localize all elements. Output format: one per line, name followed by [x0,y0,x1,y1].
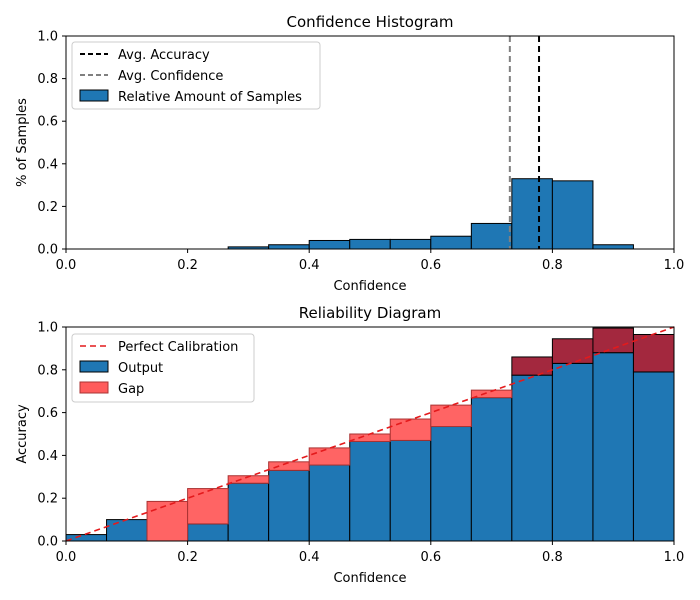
rel-ytick-label: 0.0 [37,535,58,550]
output-bar [592,352,634,542]
hist-vlines [508,36,541,249]
legend-perfect-calibration: Perfect Calibration [118,340,238,355]
hist-ytick-label: 0.0 [37,243,58,258]
hist-x-ticks: 0.0 0.2 0.4 0.6 0.8 1.0 [56,249,685,273]
hist-bar [389,238,432,250]
rel-y-ticks: 0.0 0.2 0.4 0.6 0.8 1.0 [37,321,66,550]
hist-bar [308,239,351,250]
hist-ytick-label: 0.8 [37,72,58,87]
hist-xtick-label: 0.0 [56,258,77,273]
hist-title: Confidence Histogram [287,13,454,31]
output-bar [551,362,594,542]
output-bar [389,439,432,542]
legend-gap: Gap [118,382,144,397]
rel-xtick-label: 1.0 [664,550,685,565]
output-bar [268,469,310,542]
gap-bar [551,338,594,364]
output-bar [227,482,270,542]
gap-bar [268,461,310,471]
hist-legend-box [71,41,321,110]
confidence-histogram: Confidence Histogram 0.0 0.2 0.4 0.6 0.8 1.0 … [15,13,684,294]
rel-plot-frame [65,326,675,542]
hist-bar [268,244,310,250]
hist-bars [227,178,634,250]
gap-bar [632,333,675,373]
perfect-calibration-line [65,326,675,542]
reliability-diagram: Reliability Diagram 0.0 0.2 0.4 0.6 0.8 1.0 0… [15,304,684,586]
hist-bar [470,222,513,250]
rel-ytick-label: 0.8 [37,363,58,378]
hist-legend: Avg. Accuracy Avg. Confidence Relative A… [71,41,321,110]
gap-bar [187,488,229,525]
output-bar [511,374,553,542]
hist-xtick-label: 0.2 [177,258,198,273]
output-bar [632,371,675,542]
output-bar [470,397,513,542]
rel-title: Reliability Diagram [299,304,441,322]
rel-y-label: Accuracy [15,404,30,464]
rel-ytick-label: 1.0 [37,321,58,336]
legend-swatch-output [79,360,109,373]
gap-bar [389,418,432,441]
rel-ytick-label: 0.2 [37,492,58,507]
output-bar [106,519,148,542]
hist-bar [349,238,391,250]
output-bar [308,464,351,542]
hist-ytick-label: 0.6 [37,115,58,130]
rel-ytick-label: 0.4 [37,449,58,464]
gap-bar [430,404,472,428]
gap-bar [592,327,634,354]
rel-legend: Perfect Calibration Output Gap [71,333,255,403]
output-bar [430,426,472,542]
output-bar [65,534,108,542]
rel-legend-box [71,333,255,403]
hist-xtick-label: 1.0 [664,258,685,273]
hist-bar [592,244,634,250]
gap-bar [146,500,189,542]
gap-bar [349,433,391,442]
hist-ytick-label: 0.4 [37,157,58,172]
legend-swatch-gap [79,381,109,394]
hist-bar [511,178,553,250]
hist-plot-frame [65,35,675,250]
legend-avg-confidence: Avg. Confidence [118,69,223,84]
gap-bar [511,356,553,376]
legend-relative-amount: Relative Amount of Samples [118,90,302,105]
hist-x-label: Confidence [333,279,406,294]
hist-y-label: % of Samples [15,98,30,187]
hist-ytick-label: 0.2 [37,200,58,215]
rel-bars [65,327,675,542]
gap-bar [227,475,270,484]
hist-y-ticks: 0.0 0.2 0.4 0.6 0.8 1.0 [37,30,66,258]
hist-bar [551,180,594,250]
rel-x-label: Confidence [333,571,406,586]
hist-xtick-label: 0.6 [420,258,441,273]
gap-bar [308,447,351,466]
output-bar [349,440,391,542]
rel-ytick-label: 0.6 [37,406,58,421]
rel-xtick-label: 0.4 [299,550,320,565]
rel-xtick-label: 0.2 [177,550,198,565]
hist-xtick-label: 0.8 [542,258,563,273]
output-bar [187,523,229,542]
legend-output: Output [118,361,163,376]
gap-bar [470,389,513,399]
hist-ytick-label: 1.0 [37,30,58,45]
rel-xtick-label: 0.6 [420,550,441,565]
rel-xtick-label: 0.8 [542,550,563,565]
hist-xtick-label: 0.4 [299,258,320,273]
rel-x-ticks: 0.0 0.2 0.4 0.6 0.8 1.0 [56,541,685,565]
legend-swatch-samples [79,89,109,102]
legend-avg-accuracy: Avg. Accuracy [118,48,210,63]
rel-xtick-label: 0.0 [56,550,77,565]
hist-bar [430,235,472,250]
